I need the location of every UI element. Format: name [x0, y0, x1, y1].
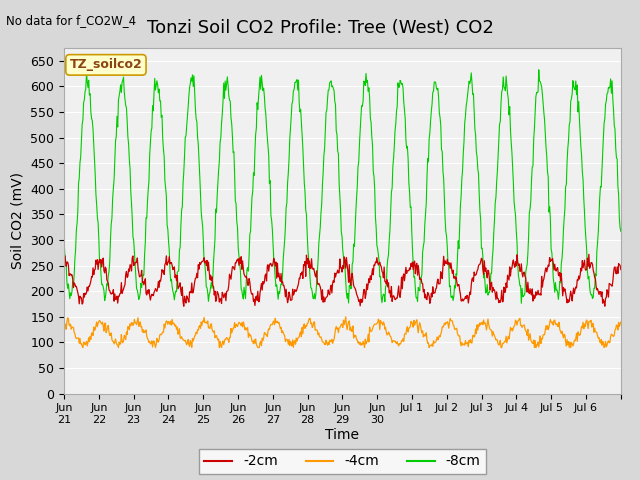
-2cm	[401, 278, 408, 284]
-4cm	[401, 331, 409, 336]
Text: Tonzi Soil CO2 Profile: Tree (West) CO2: Tonzi Soil CO2 Profile: Tree (West) CO2	[147, 19, 493, 37]
-4cm	[60, 319, 68, 324]
-8cm	[60, 235, 68, 240]
-2cm	[60, 263, 68, 268]
-4cm	[617, 319, 625, 325]
-4cm	[256, 340, 264, 346]
Text: TZ_soilco2: TZ_soilco2	[70, 59, 142, 72]
-8cm	[228, 120, 236, 126]
-8cm	[125, 157, 133, 163]
-2cm	[180, 303, 188, 309]
-2cm	[617, 267, 625, 273]
Legend: -2cm, -4cm, -8cm: -2cm, -4cm, -8cm	[198, 449, 486, 474]
Text: No data for f_CO2W_4: No data for f_CO2W_4	[6, 14, 136, 27]
-4cm	[126, 321, 134, 327]
-4cm	[277, 324, 285, 330]
X-axis label: Time: Time	[325, 428, 360, 442]
Line: -2cm: -2cm	[64, 254, 621, 306]
-4cm	[433, 337, 440, 343]
-8cm	[431, 79, 439, 84]
-8cm	[535, 67, 543, 72]
-2cm	[277, 271, 285, 276]
-8cm	[518, 300, 525, 306]
-2cm	[256, 290, 264, 296]
-2cm	[432, 286, 440, 292]
-8cm	[617, 228, 625, 234]
Y-axis label: Soil CO2 (mV): Soil CO2 (mV)	[11, 172, 25, 269]
-2cm	[585, 252, 593, 257]
-2cm	[228, 264, 236, 270]
-4cm	[79, 345, 86, 350]
-8cm	[255, 85, 263, 91]
-4cm	[228, 328, 236, 334]
-8cm	[400, 99, 408, 105]
-8cm	[276, 285, 284, 290]
-4cm	[342, 314, 349, 320]
-2cm	[125, 268, 133, 274]
Line: -8cm: -8cm	[64, 70, 621, 303]
Line: -4cm: -4cm	[64, 317, 621, 348]
